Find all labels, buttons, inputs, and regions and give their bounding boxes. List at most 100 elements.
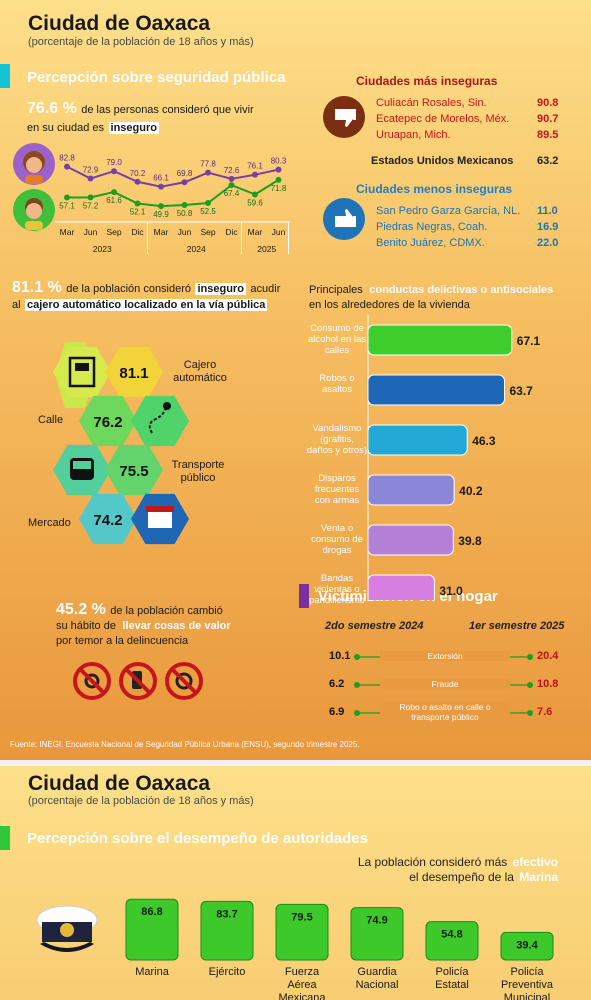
authorities-panel [0, 766, 591, 1000]
authority-label: Guardia Nacional [355, 966, 399, 991]
data-point [158, 203, 164, 210]
least-insecure-title: Ciudades menos inseguras [356, 182, 513, 196]
conduct-value: 67.1 [517, 334, 541, 348]
victim-end-dot [527, 682, 533, 688]
data-label: 79.0 [106, 158, 122, 167]
most-insecure-title: Ciudades más inseguras [356, 74, 498, 88]
market-icon [148, 510, 172, 528]
authority-bar [275, 903, 329, 961]
victim-start-dot [354, 654, 360, 660]
hex-label-market: Mercado [28, 517, 71, 529]
data-point [252, 171, 258, 178]
data-label: 57.1 [59, 201, 75, 210]
authority-value: 79.5 [291, 911, 312, 923]
x-tick-label: Jun [272, 227, 286, 237]
hex-transport-value [105, 444, 163, 496]
data-label: 49.9 [153, 210, 169, 219]
conduct-category: Consumo de alcohol en las calles [307, 323, 367, 356]
effective-statement: La población consideró más efectivo el d… [357, 855, 558, 884]
no-watch-icon [165, 662, 203, 700]
atm-screen [75, 363, 89, 371]
data-point [228, 175, 235, 182]
page-subtitle: (porcentaje de la población de 18 años y… [28, 36, 254, 48]
conduct-value: 39.8 [458, 534, 482, 548]
authority-label: Marina [135, 966, 169, 978]
atm-statement: 81.1 % de la población consideró insegur… [12, 279, 281, 311]
section-marker [0, 826, 10, 850]
market-awning [146, 506, 174, 512]
hex-atm-icon [53, 346, 111, 398]
data-point [228, 182, 235, 189]
national-value: 63.2 [537, 155, 559, 167]
hex-value: 76.2 [93, 414, 122, 431]
data-point [87, 194, 94, 201]
data-point [252, 191, 258, 198]
conduct-category: Robos o asaltos [319, 373, 355, 395]
hex-street-value [79, 395, 137, 447]
conduct-value: 46.3 [472, 434, 496, 448]
victim-label: Robo o asalto en calle o transporte públ… [380, 702, 510, 722]
data-label: 76.1 [247, 162, 263, 171]
map-route-icon [148, 406, 167, 434]
male-avatar-icon [13, 189, 55, 231]
conduct-bar [367, 574, 435, 600]
data-label: 66.1 [153, 174, 169, 183]
conduct-bar [367, 374, 505, 406]
hex-street-icon [131, 395, 189, 447]
data-point [134, 200, 141, 207]
year-label: 2024 [187, 244, 206, 254]
x-tick-label: Mar [60, 227, 75, 237]
data-label: 82.8 [59, 154, 75, 163]
x-tick-label: Dic [225, 227, 238, 237]
hex-label-street: Calle [38, 414, 64, 426]
city-value: 22.0 [537, 237, 559, 249]
data-label: 71.8 [271, 184, 287, 193]
data-label: 77.8 [200, 160, 216, 169]
page-title: Ciudad de Oaxaca [28, 12, 211, 35]
authority-bar [500, 931, 554, 961]
victim-label: Fraude [380, 679, 510, 689]
conduct-value: 31.0 [439, 584, 463, 598]
thumbs-down-icon [323, 96, 365, 138]
section-marker [299, 584, 309, 608]
series-line [66, 165, 279, 188]
city-value: 90.8 [537, 97, 559, 109]
year-label: 2025 [257, 244, 276, 254]
data-label: 70.2 [130, 169, 146, 178]
data-point [134, 178, 141, 185]
authority-label: Ejército [208, 966, 246, 978]
conduct-bar [367, 424, 468, 456]
data-label: 80.3 [271, 157, 287, 166]
data-label: 69.8 [177, 169, 193, 178]
habit-statement: 45.2 % de la población cambió su hábito … [56, 601, 231, 648]
no-jewelry-icon [73, 662, 111, 700]
data-label: 50.8 [177, 209, 193, 218]
source-note: Fuente: INEGI. Encuesta Nacional de Segu… [10, 740, 360, 749]
authority-bar [125, 898, 179, 961]
data-label: 72.9 [83, 166, 99, 175]
authority-bar [200, 900, 254, 961]
authority-value: 74.9 [366, 915, 387, 927]
conduct-title: Principales conductas delictivas o antis… [309, 284, 554, 311]
authority-label: Policía Preventiva Municipal [501, 966, 553, 1000]
bus-window [73, 461, 91, 469]
data-point [205, 169, 211, 176]
victim-value-a: 10.1 [329, 650, 351, 662]
data-point [205, 200, 211, 206]
x-tick-label: Jun [178, 227, 192, 237]
insecurity-statement: 76.6 % de las personas consideró que viv… [27, 100, 254, 134]
data-label: 67.4 [224, 189, 240, 198]
x-tick-label: Sep [106, 227, 121, 237]
authority-bar [425, 921, 479, 961]
female-avatar-icon [13, 143, 55, 185]
data-label: 52.5 [200, 207, 216, 216]
data-point [181, 202, 188, 209]
victim-end-dot [527, 654, 533, 660]
data-point [181, 179, 188, 186]
atm-icon [68, 356, 96, 388]
city-name: San Pedro Garza García, NL. [376, 205, 521, 217]
insecurity-line-chart: 82.8 72.9 79.0 70.2 66.1 69.8 77.8 72.6 76.1 80.3… [55, 154, 290, 254]
victim-value-b: 7.6 [537, 706, 553, 718]
series-line [66, 178, 280, 208]
conduct-bar [367, 524, 454, 556]
